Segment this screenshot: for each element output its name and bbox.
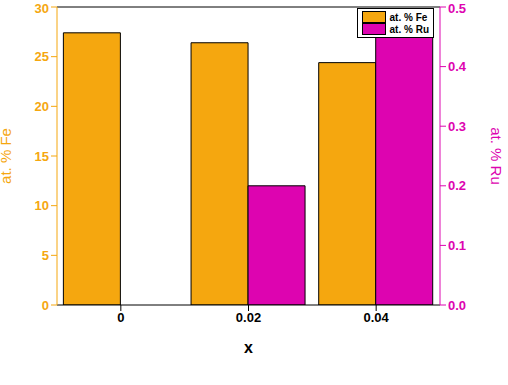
svg-text:15: 15 — [35, 149, 49, 164]
html-text:at. % Ru: at. % Ru — [389, 23, 429, 35]
svg-text:0.1: 0.1 — [448, 238, 466, 253]
svg-text:at. % Ru: at. % Ru — [488, 127, 505, 185]
svg-text:0.4: 0.4 — [448, 59, 467, 74]
svg-text:20: 20 — [35, 99, 49, 114]
svg-text:0.02: 0.02 — [236, 310, 261, 325]
svg-text:x: x — [244, 339, 253, 356]
svg-text:30: 30 — [35, 1, 49, 16]
svg-text:10: 10 — [35, 198, 49, 213]
svg-text:25: 25 — [35, 49, 49, 64]
svg-text:0: 0 — [42, 298, 49, 313]
svg-text:5: 5 — [42, 248, 49, 263]
svg-text:0.3: 0.3 — [448, 119, 466, 134]
svg-text:0.2: 0.2 — [448, 178, 466, 193]
svg-text:at. % Fe: at. % Fe — [0, 128, 14, 184]
svg-text:0: 0 — [117, 310, 124, 325]
svg-text:0.5: 0.5 — [448, 1, 466, 16]
html-text:at. % Fe: at. % Fe — [389, 11, 428, 23]
svg-text:0.0: 0.0 — [448, 298, 466, 313]
svg-text:0.04: 0.04 — [364, 310, 390, 325]
